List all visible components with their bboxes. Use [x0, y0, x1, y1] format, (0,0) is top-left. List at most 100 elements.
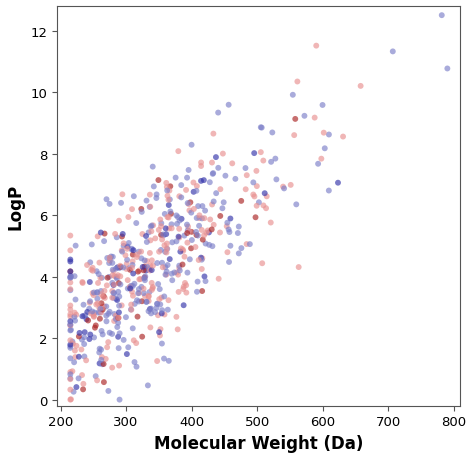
Point [93, 268, 100, 275]
Point [145, 293, 153, 301]
Point [137, 206, 145, 213]
Point [262, 205, 270, 213]
Point [133, 297, 141, 304]
Point [72, 353, 79, 361]
Point [287, 182, 294, 189]
Point [183, 269, 191, 277]
Point [115, 314, 122, 322]
Point [165, 187, 173, 195]
Point [202, 278, 210, 285]
Point [130, 193, 137, 201]
Point [188, 229, 195, 236]
Point [66, 318, 74, 325]
Point [261, 190, 268, 197]
Point [154, 312, 162, 319]
Point [293, 78, 301, 86]
Point [109, 290, 117, 297]
Point [99, 331, 107, 338]
Point [192, 188, 200, 195]
Point [143, 239, 151, 246]
Point [163, 269, 170, 276]
Point [99, 304, 106, 311]
Point [220, 199, 228, 207]
Point [175, 226, 183, 233]
Point [325, 132, 333, 139]
Point [225, 102, 232, 109]
Point [161, 311, 168, 319]
Point [110, 311, 118, 318]
Point [260, 202, 267, 210]
Point [98, 353, 106, 361]
Point [165, 358, 173, 365]
Point [104, 274, 111, 282]
Point [147, 310, 155, 317]
Point [114, 272, 122, 279]
Point [129, 270, 137, 278]
Point [208, 202, 216, 209]
Point [118, 302, 126, 309]
Point [132, 340, 140, 347]
Point [155, 248, 163, 256]
Point [194, 278, 201, 285]
Point [118, 191, 126, 199]
Point [70, 388, 77, 396]
Point [140, 275, 148, 282]
Point [98, 309, 105, 316]
Point [161, 242, 168, 249]
Point [109, 288, 116, 295]
Point [204, 227, 211, 235]
Point [176, 218, 183, 225]
Point [141, 263, 148, 271]
Point [272, 156, 279, 163]
Point [184, 200, 191, 207]
Point [138, 298, 146, 305]
Point [79, 313, 86, 320]
Point [138, 231, 146, 238]
Point [180, 285, 187, 293]
Point [183, 221, 191, 229]
Point [116, 263, 124, 270]
Point [69, 338, 76, 346]
Point [224, 219, 231, 227]
Point [295, 264, 302, 271]
Point [182, 282, 190, 289]
Point [177, 245, 185, 252]
Point [78, 372, 86, 379]
Point [100, 238, 108, 245]
Point [96, 360, 103, 367]
Point [188, 209, 195, 217]
Point [267, 159, 275, 166]
Point [96, 345, 103, 353]
Point [122, 252, 129, 259]
Point [117, 200, 125, 207]
Point [131, 301, 138, 308]
Point [90, 313, 98, 321]
Point [175, 234, 182, 241]
Point [157, 220, 165, 227]
Point [185, 228, 193, 235]
Point [201, 273, 208, 280]
Point [168, 225, 175, 233]
Point [180, 284, 188, 291]
Point [118, 248, 126, 256]
Point [235, 250, 243, 257]
Point [119, 231, 127, 238]
Point [66, 313, 74, 320]
Point [175, 193, 183, 201]
Point [103, 196, 110, 203]
Point [172, 174, 180, 182]
Point [135, 248, 143, 256]
Point [156, 286, 164, 293]
Point [312, 43, 320, 50]
Point [251, 193, 258, 201]
Point [66, 279, 74, 286]
Point [107, 253, 115, 261]
Point [320, 130, 328, 137]
Point [113, 275, 121, 283]
Point [146, 237, 154, 245]
Point [214, 110, 222, 117]
Point [157, 232, 165, 239]
Point [198, 215, 206, 223]
Point [94, 300, 101, 307]
Point [227, 215, 234, 223]
